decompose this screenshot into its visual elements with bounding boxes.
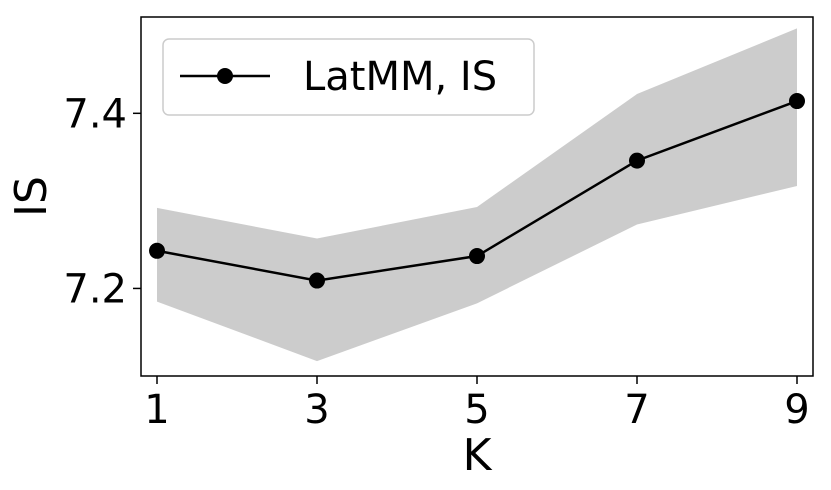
x-tick-label: 5 bbox=[464, 387, 489, 433]
x-tick-label: 9 bbox=[784, 387, 809, 433]
x-tick-label: 7 bbox=[624, 387, 649, 433]
data-point bbox=[149, 242, 165, 259]
y-axis-label: IS bbox=[6, 176, 57, 217]
legend: LatMM, IS bbox=[162, 38, 535, 116]
data-point-layer bbox=[149, 93, 805, 289]
legend-label: LatMM, IS bbox=[303, 54, 497, 100]
y-tick-label: 7.2 bbox=[63, 266, 127, 312]
data-point bbox=[309, 272, 325, 289]
y-tick-label: 7.4 bbox=[63, 91, 127, 137]
legend-marker bbox=[217, 68, 233, 84]
y-axis-ticks: 7.2 7.4 bbox=[63, 91, 141, 312]
data-point bbox=[469, 248, 485, 265]
x-tick-label: 3 bbox=[304, 387, 329, 433]
x-tick-label: 1 bbox=[144, 387, 169, 433]
legend-box bbox=[162, 38, 535, 116]
x-axis-ticks: 1 3 5 7 9 bbox=[144, 376, 810, 433]
data-point bbox=[789, 93, 805, 110]
data-point bbox=[629, 152, 645, 169]
x-axis-label: K bbox=[463, 430, 493, 481]
